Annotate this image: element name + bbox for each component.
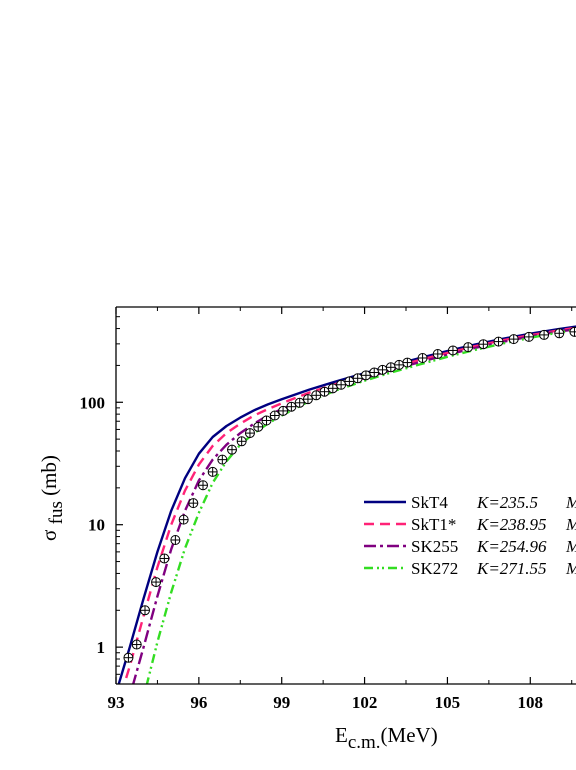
x-tick-label: 96: [190, 693, 207, 712]
series-line-sk272: [145, 328, 576, 684]
experimental-data-point: [569, 326, 576, 337]
experimental-data-point: [131, 639, 142, 650]
experimental-data-point: [286, 401, 297, 412]
x-tick-label: 102: [352, 693, 378, 712]
experimental-data-point: [236, 436, 247, 447]
experimental-data-point: [463, 342, 474, 353]
y-axis-label: σ fus (mb): [37, 455, 67, 541]
experimental-data-point: [278, 405, 289, 416]
experimental-data-point: [159, 553, 170, 564]
experimental-data-point: [352, 373, 363, 384]
experimental-data-point: [447, 345, 458, 356]
experimental-data-point: [554, 328, 565, 339]
experimental-data-point: [432, 348, 443, 359]
experimental-data-point: [319, 386, 330, 397]
experimental-data-point: [369, 367, 380, 378]
y-axis-label-subscript: fus: [46, 501, 67, 524]
y-tick-label: 10: [88, 516, 105, 535]
legend: SkT4 K=235.5 M SkT1* K=238.95 M SK255 K=254.96 M…: [364, 493, 576, 578]
experimental-data-point: [417, 352, 428, 363]
legend-extra-sk272: M: [565, 559, 576, 578]
legend-extra-sk255: M: [565, 537, 576, 556]
legend-k-value-sk255: K=254.96: [476, 537, 547, 556]
experimental-data-point: [344, 376, 355, 387]
experimental-data-point: [244, 428, 255, 439]
experimental-data-point: [151, 577, 162, 588]
x-axis-label-subscript: c.m.: [348, 732, 381, 753]
legend-k-value-skt4: K=235.5: [476, 493, 538, 512]
experimental-data-point: [385, 362, 396, 373]
experimental-data-point: [227, 444, 237, 455]
experimental-data-point: [140, 605, 150, 616]
x-tick-label: 99: [273, 693, 290, 712]
x-tick-label: 93: [108, 693, 125, 712]
legend-extra-skt1: M: [565, 515, 576, 534]
x-tick-label: 108: [518, 693, 544, 712]
experimental-data-point: [207, 466, 218, 477]
experimental-data-point: [311, 390, 322, 401]
experimental-data-point: [508, 334, 519, 345]
y-tick-label: 1: [97, 638, 106, 657]
legend-k-value-skt1: K=238.95: [476, 515, 547, 534]
experimental-data-point: [336, 379, 347, 390]
experimental-data-point: [188, 498, 199, 509]
experimental-data-point: [302, 394, 313, 405]
experimental-data-point: [493, 336, 504, 347]
y-tick-label: 100: [80, 393, 106, 412]
legend-label-skt1: SkT1*: [411, 515, 456, 534]
experimental-data-point: [360, 370, 371, 381]
experimental-data-point: [327, 383, 338, 394]
experimental-data-point: [394, 359, 405, 370]
experimental-data-point: [294, 397, 305, 408]
x-axis-label-unit: (MeV): [381, 723, 438, 747]
experimental-data-point: [178, 514, 189, 525]
y-axis-label-unit: (mb): [37, 455, 61, 496]
x-axis-label: Ec.m.(MeV): [335, 723, 438, 753]
experimental-data-point: [269, 410, 280, 421]
experimental-data-point: [217, 454, 228, 465]
legend-label-skt4: SkT4: [411, 493, 448, 512]
experimental-data-point: [170, 535, 181, 546]
experimental-data-point: [377, 364, 388, 375]
experimental-data-point: [539, 329, 550, 340]
legend-extra-skt4: M: [565, 493, 576, 512]
legend-label-sk272: SK272: [411, 559, 458, 578]
experimental-data-point: [261, 415, 272, 426]
experimental-data-point: [402, 357, 413, 368]
legend-k-value-sk272: K=271.55: [476, 559, 547, 578]
x-tick-label: 105: [435, 693, 461, 712]
legend-label-sk255: SK255: [411, 537, 458, 556]
experimental-data-point: [198, 480, 208, 491]
experimental-data-point: [253, 421, 264, 432]
experimental-data-point: [523, 331, 534, 342]
experimental-data-point: [123, 652, 134, 663]
experimental-data-point: [478, 339, 489, 350]
